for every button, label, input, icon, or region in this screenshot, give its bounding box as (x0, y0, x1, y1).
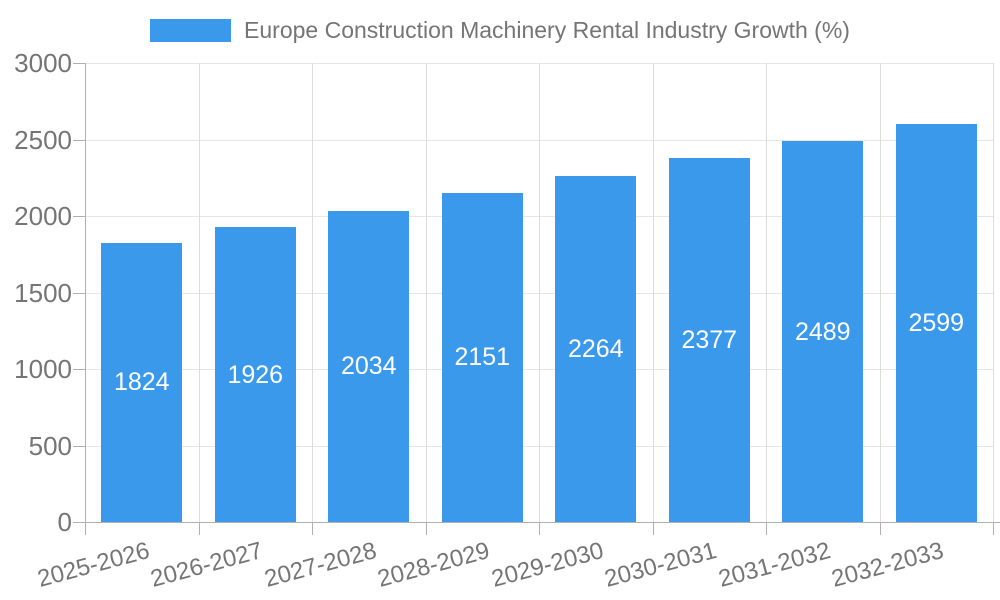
legend-item[interactable]: Europe Construction Machinery Rental Ind… (0, 17, 1000, 44)
x-tick (425, 522, 427, 535)
y-tick (73, 216, 85, 217)
x-axis-line (85, 522, 1000, 523)
x-tick (312, 522, 313, 535)
x-tick (993, 522, 994, 535)
x-grid-line (766, 63, 767, 522)
bar-value-label: 1926 (227, 360, 284, 389)
x-tick (766, 522, 767, 535)
x-grid-line (312, 63, 313, 522)
x-tick-label: 2028-2029 (375, 537, 493, 593)
x-grid-line (425, 63, 427, 522)
bar-value-label: 2034 (340, 352, 397, 381)
x-grid-line (652, 63, 654, 522)
x-tick-label: 2030-2031 (602, 537, 720, 593)
x-tick (198, 522, 200, 535)
y-tick-label: 1000 (14, 354, 72, 384)
bar[interactable]: 2489 (782, 141, 864, 522)
x-grid-line (879, 63, 881, 522)
bar[interactable]: 2034 (328, 210, 410, 522)
y-tick (73, 139, 85, 141)
x-tick-label: 2025-2026 (34, 537, 153, 593)
x-grid-line (539, 63, 540, 522)
y-tick-label: 3000 (14, 48, 72, 78)
bar[interactable]: 1926 (214, 227, 296, 522)
x-tick (539, 522, 540, 535)
y-tick-label: 1500 (14, 277, 72, 308)
x-tick-label: 2027-2028 (261, 537, 380, 593)
legend-series-label: Europe Construction Machinery Rental Ind… (244, 17, 850, 43)
x-tick-label: 2026-2027 (148, 537, 266, 593)
bar[interactable]: 2151 (441, 192, 523, 522)
x-grid-line (198, 63, 200, 522)
y-tick (73, 369, 85, 370)
y-tick (73, 63, 85, 64)
bar[interactable]: 2377 (668, 158, 750, 522)
bar-value-label: 2489 (794, 317, 851, 346)
bar[interactable]: 1824 (101, 242, 183, 522)
y-tick (73, 522, 85, 523)
bar-value-label: 2377 (681, 326, 738, 355)
x-tick (652, 522, 654, 535)
y-tick-label: 2500 (14, 124, 72, 155)
y-tick-label: 2000 (14, 201, 72, 231)
y-tick (73, 445, 85, 447)
y-tick-label: 500 (28, 430, 72, 461)
bar[interactable]: 2599 (895, 124, 977, 522)
x-tick-label: 2032-2033 (829, 537, 947, 593)
x-tick-label: 2029-2030 (488, 537, 607, 593)
bar-value-label: 2599 (908, 309, 965, 338)
y-tick (73, 292, 85, 294)
bar[interactable]: 2264 (555, 175, 637, 522)
bar-value-label: 2264 (567, 334, 624, 363)
bar-value-label: 1824 (113, 368, 170, 397)
legend-swatch-icon (150, 19, 232, 42)
x-grid-line (993, 63, 994, 522)
y-axis-line (85, 63, 86, 522)
y-tick-label: 0 (57, 507, 72, 537)
x-tick-label: 2031-2032 (715, 537, 834, 593)
x-tick (879, 522, 881, 535)
x-tick (85, 522, 86, 535)
bar-value-label: 2151 (454, 343, 511, 372)
